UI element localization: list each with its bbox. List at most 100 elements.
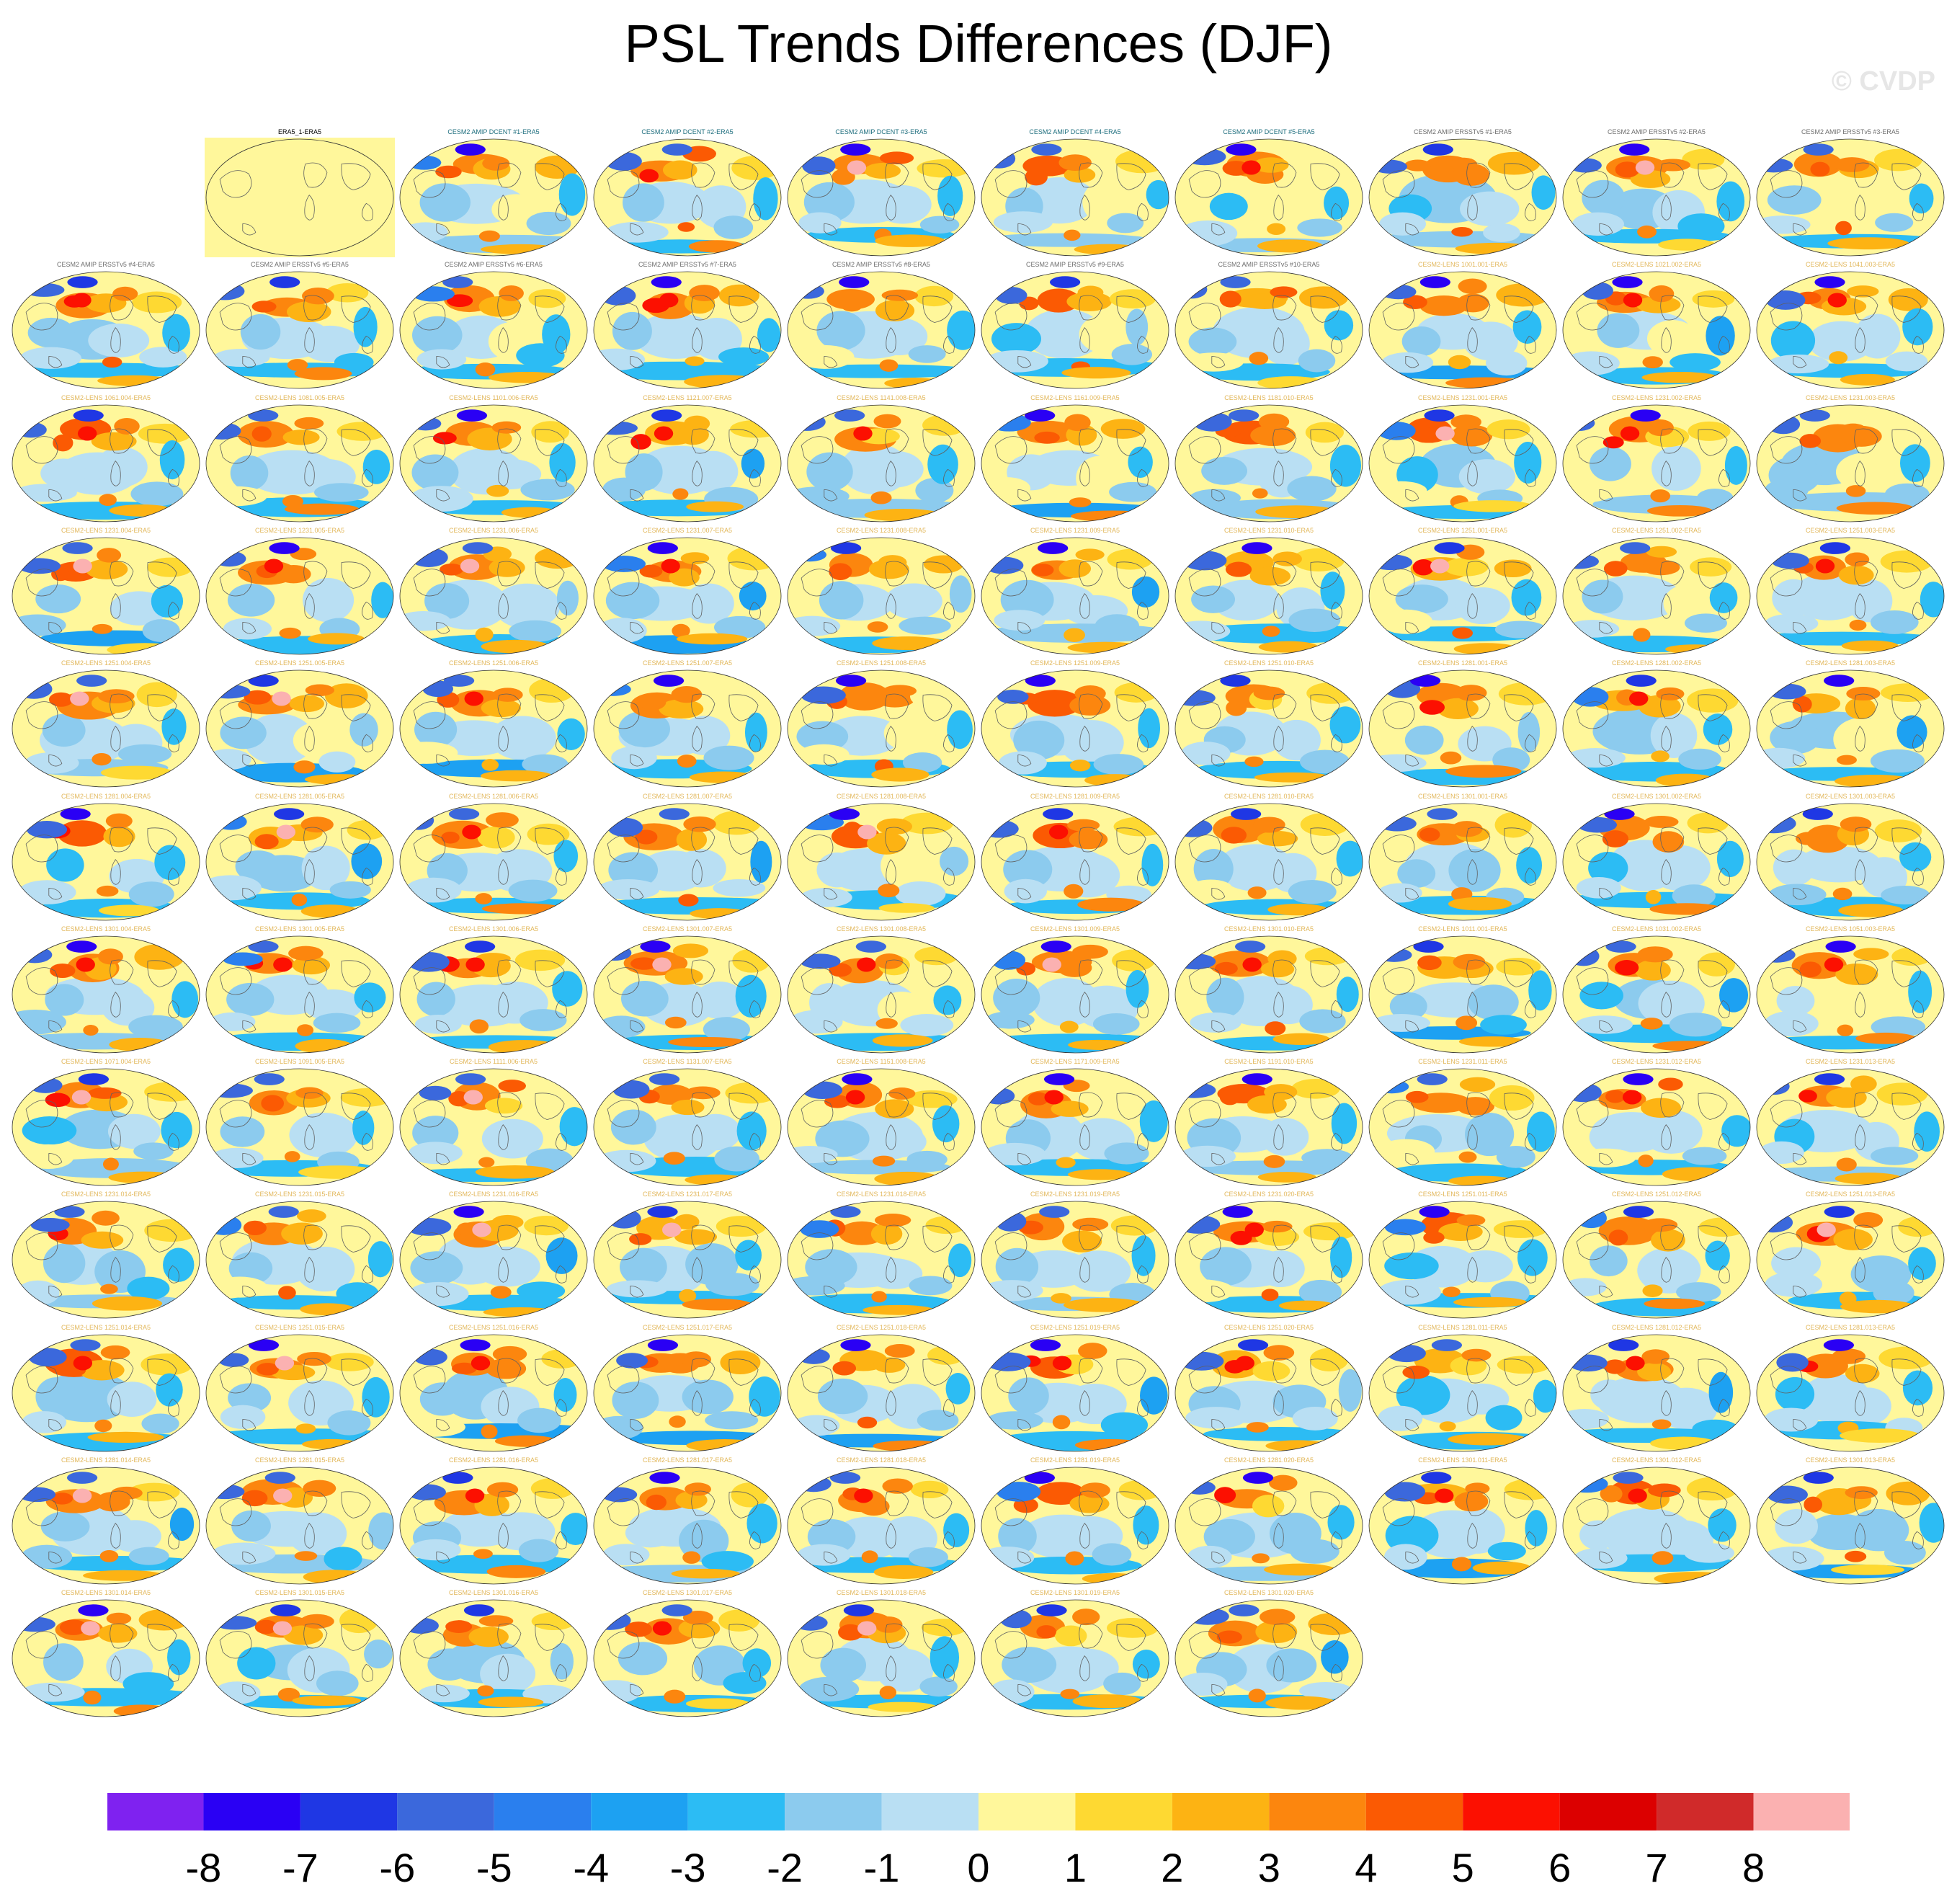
field-contour: [1776, 985, 1815, 1016]
coastline: [1310, 960, 1340, 987]
map-plot: [787, 669, 976, 788]
field-contour: [87, 1431, 164, 1443]
map-outline: [205, 1467, 394, 1585]
panel-title: CESM2-LENS 1281.004-ERA5: [61, 792, 151, 800]
field-contour: [607, 1209, 641, 1229]
coastline: [824, 1552, 838, 1564]
field-contour: [1655, 159, 1691, 172]
field-contour: [870, 1223, 903, 1245]
field-contour: [1257, 239, 1324, 253]
panel-title: CESM2-LENS 1021.002-ERA5: [1611, 261, 1702, 269]
field-contour: [915, 477, 954, 503]
cvdp-watermark: © CVDP: [1831, 66, 1935, 97]
coastline: [692, 1257, 703, 1283]
field-contour: [284, 1151, 300, 1162]
field-contour: [1574, 1148, 1636, 1168]
field-contour: [1853, 990, 1914, 1023]
field-contour: [1648, 845, 1711, 891]
field-contour: [1405, 1090, 1429, 1103]
field-contour: [678, 893, 699, 907]
field-contour: [19, 347, 81, 370]
field-contour: [753, 177, 778, 221]
coastline: [147, 561, 177, 589]
field-contour: [1899, 443, 1930, 482]
map-panel: CESM2 AMIP ERSSTv5 #4-ERA5: [11, 261, 201, 391]
field-contour: [1641, 1348, 1670, 1364]
coastline: [167, 1000, 179, 1018]
coastline: [303, 827, 328, 852]
field-contour: [835, 675, 867, 688]
map-panel: CESM2-LENS 1251.019-ERA5: [980, 1324, 1170, 1454]
coastline: [801, 701, 834, 729]
field-contour: [1298, 349, 1336, 373]
field-contour: [1803, 143, 1834, 156]
field-contour: [147, 557, 193, 577]
field-contour: [1037, 288, 1080, 313]
field-contour: [288, 946, 324, 961]
field-contour: [1300, 812, 1350, 836]
coastline: [1017, 223, 1032, 236]
field-contour: [749, 1376, 780, 1417]
map-outline: [12, 1334, 200, 1452]
map-panel: CESM2-LENS 1301.018-ERA5: [786, 1589, 976, 1719]
field-contour: [1299, 749, 1350, 774]
map-panel: CESM2-LENS 1131.007-ERA5: [592, 1058, 783, 1188]
field-contour: [930, 1636, 960, 1679]
field-contour: [874, 1616, 903, 1634]
coastline: [1467, 592, 1478, 619]
field-contour: [1884, 1541, 1926, 1565]
field-contour: [1222, 1206, 1253, 1219]
colorbar-box: [1559, 1792, 1657, 1831]
field-contour: [986, 1410, 1043, 1430]
map-outline: [787, 537, 976, 655]
coastline: [555, 1531, 567, 1549]
colorbar-tick-label: 8: [1742, 1845, 1765, 1890]
field-contour: [1705, 1240, 1730, 1271]
field-contour: [1803, 1472, 1834, 1484]
field-contour: [796, 721, 849, 752]
field-contour: [1670, 353, 1721, 372]
coastline: [1718, 336, 1730, 354]
field-contour: [1764, 613, 1819, 633]
field-contour: [490, 1286, 512, 1299]
coastline: [48, 1552, 63, 1564]
coastline: [147, 1093, 177, 1121]
coastline: [498, 1523, 509, 1549]
field-contour: [1696, 488, 1734, 508]
field-contour: [1889, 423, 1930, 443]
field-contour: [1458, 1036, 1527, 1047]
field-contour: [1056, 1157, 1076, 1169]
coastline: [303, 1092, 328, 1118]
panel-title: CESM2-LENS 1301.013-ERA5: [1805, 1456, 1896, 1464]
coastline: [1718, 1132, 1730, 1151]
coastline: [1272, 1490, 1297, 1516]
field-contour: [1324, 186, 1350, 220]
field-contour: [1267, 223, 1286, 235]
field-contour: [677, 755, 697, 768]
coastline: [886, 1655, 896, 1681]
field-contour: [1876, 1082, 1928, 1106]
field-contour: [1658, 1077, 1683, 1091]
coastline: [436, 1684, 450, 1696]
map-panel: CESM2-LENS 1251.008-ERA5: [786, 659, 976, 789]
field-contour: [1846, 687, 1881, 701]
panel-title: CESM2 AMIP ERSSTv5 #9-ERA5: [1026, 261, 1124, 269]
coastline: [749, 1000, 761, 1018]
field-contour: [1816, 1222, 1836, 1237]
map-panel: CESM2-LENS 1301.017-ERA5: [592, 1589, 783, 1719]
coastline: [219, 701, 252, 729]
field-contour: [997, 690, 1029, 704]
field-contour: [295, 1423, 316, 1434]
field-contour: [501, 507, 559, 518]
coastline: [1079, 162, 1103, 188]
coastline: [1273, 726, 1284, 752]
coastline: [242, 489, 257, 502]
coastline: [886, 1257, 896, 1283]
map-outline: [593, 537, 782, 655]
map-plot: [787, 271, 976, 389]
map-panel: CESM2-LENS 1231.015-ERA5: [205, 1191, 395, 1320]
map-outline: [787, 669, 976, 788]
coastline: [1382, 1365, 1415, 1394]
coastline: [110, 1623, 134, 1649]
field-contour: [1448, 1433, 1528, 1446]
